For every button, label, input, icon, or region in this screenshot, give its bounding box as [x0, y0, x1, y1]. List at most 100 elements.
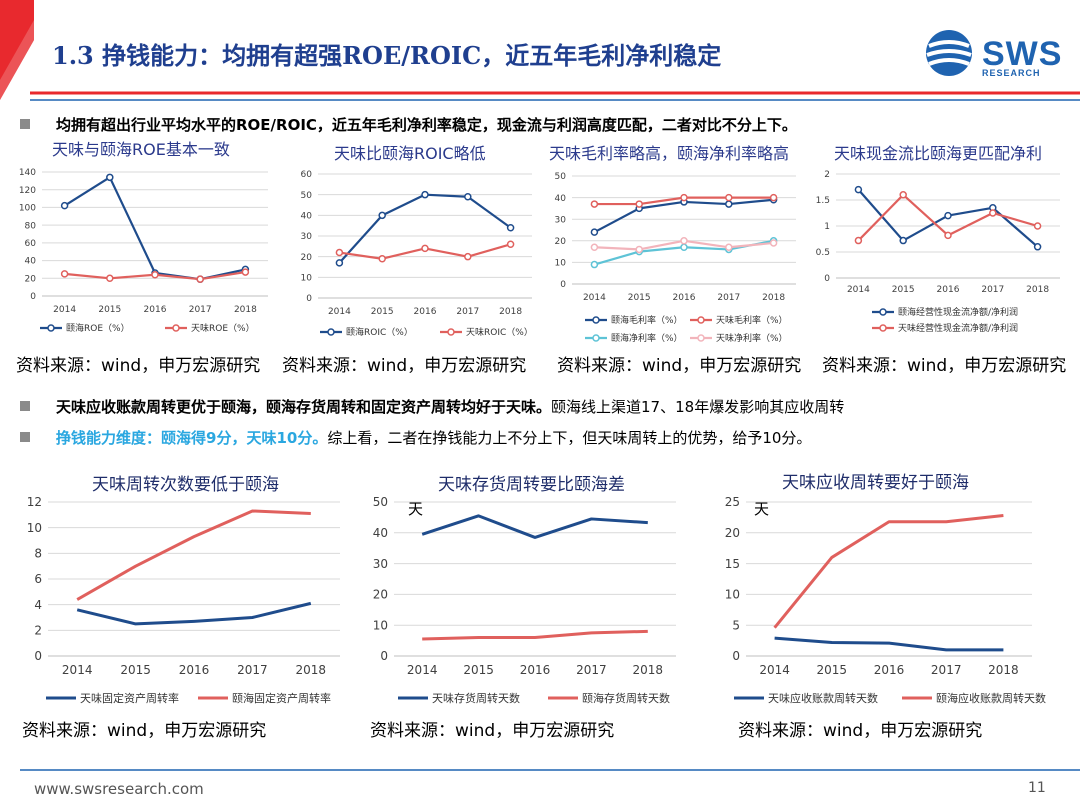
x-tick-label: 2015	[371, 307, 394, 317]
data-point	[989, 209, 997, 217]
y-tick-label: 60	[25, 239, 37, 249]
data-point	[725, 193, 733, 202]
data-point	[680, 237, 688, 245]
footer-url[interactable]: www.swsresearch.com	[34, 780, 204, 798]
source-4: 资料来源：wind，申万宏源研究	[822, 356, 1067, 376]
y-tick-label: 30	[301, 232, 313, 242]
source-6: 资料来源：wind，申万宏源研究	[370, 721, 615, 741]
x-tick-label: 2015	[892, 285, 915, 295]
series-line-1	[76, 509, 311, 601]
bullet-3-rest: 综上看，二者在挣钱能力上不分上下，但天味周转上的优势，给予10分。	[327, 429, 812, 447]
y-tick-label: 10	[725, 588, 740, 602]
legend-marker	[879, 308, 887, 316]
series-line-0	[774, 636, 1004, 652]
x-tick-label: 2015	[120, 663, 151, 677]
y-tick-label: 0	[306, 294, 312, 304]
y-tick-label: 60	[301, 170, 313, 180]
source-2: 资料来源：wind，申万宏源研究	[282, 356, 527, 376]
chart-fixed-asset-turnover: 0 2 4 6 8 10 12 2014 2015 2016 2017 2018 天味固定资产周转率 颐海…	[27, 495, 340, 705]
chart4-title: 天味现金流比颐海更匹配净利	[834, 144, 1043, 163]
y-tick-label: 2	[34, 624, 42, 638]
sws-logo-icon	[926, 30, 972, 76]
bullet-square-icon	[20, 401, 30, 411]
bullet-1: 均拥有超出行业平均水平的ROE/ROIC，近五年毛利净利率稳定，现金流与利润高度…	[56, 116, 797, 134]
y-tick-label: 120	[19, 186, 36, 196]
legend-label: 颐海存货周转天数	[582, 691, 670, 705]
chart-roe: 0 20 40 60 80 100 120 140 2014 2015 2016 2017 2018 颐海…	[19, 168, 268, 334]
x-tick-label: 2015	[817, 663, 848, 677]
x-tick-label: 2017	[456, 307, 479, 317]
header-decoration	[0, 0, 1080, 101]
legend-label: 颐海ROIC（%）	[346, 326, 413, 338]
y-tick-label: 50	[555, 172, 567, 182]
y-tick-label: 20	[373, 588, 388, 602]
page-title: 1.3 挣钱能力：均拥有超强ROE/ROIC，近五年毛利净利稳定	[52, 41, 722, 70]
x-tick-label: 2017	[717, 293, 740, 303]
y-tick-label: 0	[560, 280, 566, 290]
x-tick-label: 2016	[937, 285, 960, 295]
x-tick-label: 2014	[407, 663, 438, 677]
series-line-0	[76, 601, 312, 626]
unit-label: 天	[408, 500, 423, 518]
chart7-title: 天味应收周转要好于颐海	[782, 473, 969, 493]
data-point	[590, 243, 599, 252]
y-tick-label: 12	[27, 495, 42, 509]
bullet-square-icon	[20, 119, 30, 129]
y-tick-label: 40	[555, 194, 567, 204]
data-point	[899, 236, 907, 245]
data-point	[680, 193, 688, 202]
data-point	[1033, 243, 1042, 251]
y-tick-label: 5	[732, 618, 740, 632]
data-point	[590, 228, 599, 236]
y-tick-label: 40	[25, 257, 37, 267]
x-tick-label: 2016	[179, 663, 210, 677]
data-point	[421, 190, 429, 199]
data-point	[590, 260, 599, 269]
bullet-3: 挣钱能力维度：颐海得9分，天味10分。综上看，二者在挣钱能力上不分上下，但天味周…	[56, 427, 811, 448]
y-tick-label: 40	[373, 526, 388, 540]
y-tick-label: 0	[732, 649, 740, 663]
legend-marker	[172, 324, 180, 332]
legend-label: 天味经营性现金流净额/净利润	[898, 322, 1018, 334]
legend-label: 天味ROE（%）	[191, 322, 255, 334]
legend-marker	[879, 324, 887, 332]
legend-marker	[447, 328, 455, 336]
data-point	[335, 248, 344, 257]
data-point	[464, 252, 472, 261]
x-tick-label: 2014	[328, 307, 351, 317]
legend-label: 颐海净利率（%）	[611, 332, 683, 344]
y-tick-label: 0	[824, 274, 830, 284]
page-number: 11	[1028, 780, 1046, 796]
y-tick-label: 25	[725, 495, 740, 509]
bullet-2: 天味应收账款周转更优于颐海，颐海存货周转和固定资产周转均好于天味。颐海线上渠道1…	[56, 396, 844, 417]
legend-label: 天味应收账款周转天数	[768, 691, 878, 705]
x-tick-label: 2018	[234, 305, 257, 315]
legend-label: 颐海应收账款周转天数	[936, 691, 1046, 705]
x-tick-label: 2017	[981, 285, 1004, 295]
x-tick-label: 2017	[237, 663, 268, 677]
chart-cashflow: 0 0.5 1 1.5 2 2014 2015 2016 2017 2018 颐海经营性现金流净额/…	[816, 170, 1060, 334]
chart5-title: 天味周转次数要低于颐海	[92, 475, 279, 495]
x-tick-label: 2018	[762, 293, 785, 303]
y-tick-label: 50	[373, 495, 388, 509]
y-tick-label: 100	[19, 204, 36, 214]
data-point	[944, 211, 952, 220]
data-point	[854, 185, 863, 194]
data-point	[680, 243, 688, 252]
y-tick-label: 1	[824, 222, 830, 232]
data-point	[60, 270, 69, 278]
y-tick-label: 30	[373, 557, 388, 571]
chart-roic: 0 10 20 30 40 50 60 2014 2015 2016 2017 2018 颐海ROIC（…	[301, 170, 533, 338]
bullet-2-bold: 天味应收账款周转更优于颐海，颐海存货周转和固定资产周转均好于天味。	[56, 398, 552, 416]
y-tick-label: 80	[25, 221, 37, 231]
data-point	[854, 236, 863, 245]
y-tick-label: 10	[373, 618, 388, 632]
y-tick-label: 0	[34, 649, 42, 663]
series-line-0	[421, 514, 648, 539]
y-tick-label: 2	[824, 170, 830, 180]
data-point	[378, 254, 386, 263]
legend-marker	[592, 316, 600, 324]
legend-label: 颐海固定资产周转率	[232, 691, 331, 705]
y-tick-label: 140	[19, 168, 36, 178]
x-tick-label: 2016	[874, 663, 905, 677]
